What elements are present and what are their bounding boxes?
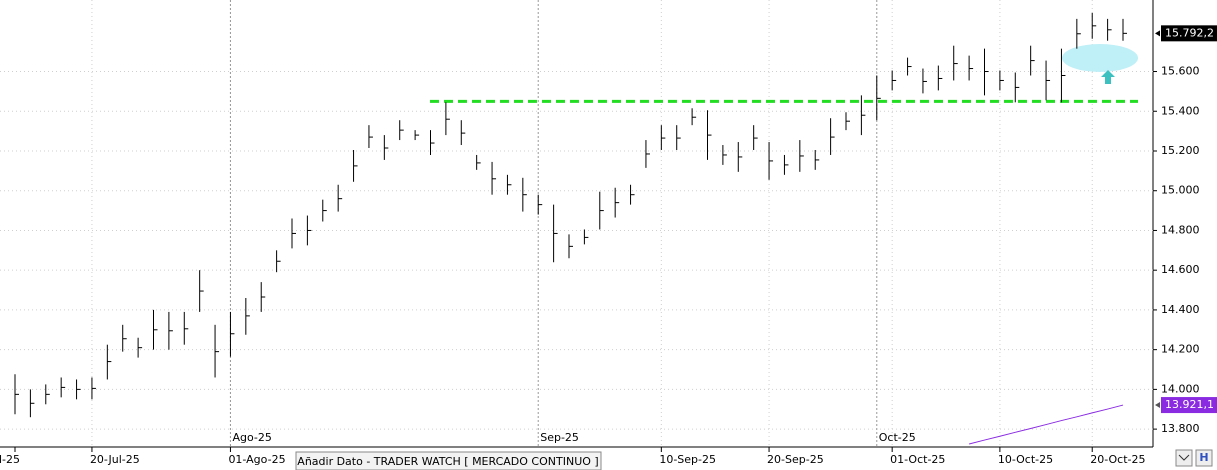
y-tick-label: 14.400 — [1161, 303, 1200, 316]
x-tick-label: 20-Oct-25 — [1090, 453, 1145, 466]
status-text: Añadir Dato - TRADER WATCH [ MERCADO CON… — [297, 455, 598, 468]
y-tick-label: 15.600 — [1161, 65, 1200, 78]
y-tick-label: 15.200 — [1161, 144, 1200, 157]
x-tick-label: 10-Oct-25 — [998, 453, 1053, 466]
x-tick-label: 01-Oct-25 — [890, 453, 945, 466]
x-tick-label: 10-Sep-25 — [659, 453, 716, 466]
month-label: Ago-25 — [232, 431, 271, 444]
y-tick-label: 14.000 — [1161, 382, 1200, 395]
last-price-box — [1161, 25, 1217, 42]
y-tick-label: 14.200 — [1161, 343, 1200, 356]
icon-glyph: H — [1199, 451, 1208, 464]
indicator-last-label: 13.921,1 — [1165, 398, 1214, 411]
y-tick-label: 14.800 — [1161, 223, 1200, 236]
y-tick-label: 15.400 — [1161, 104, 1200, 117]
y-tick-label: 14.600 — [1161, 263, 1200, 276]
indicator-line — [968, 404, 1124, 445]
highlight-ellipse — [1062, 44, 1138, 72]
x-tick-label: 20-Sep-25 — [767, 453, 824, 466]
y-tick-label: 13.800 — [1161, 422, 1200, 435]
month-label: Sep-25 — [540, 431, 579, 444]
last-price-label: 15.792,2 — [1165, 26, 1214, 39]
last-price-pointer — [1155, 30, 1160, 37]
x-tick-label: 01-Ago-25 — [228, 453, 285, 466]
arrow-icon — [1101, 70, 1115, 84]
x-tick-label: 20-Jul-25 — [90, 453, 140, 466]
month-label: Oct-25 — [879, 431, 916, 444]
indicator-last-box — [1161, 397, 1217, 414]
x-tick-label: l-25 — [0, 453, 20, 466]
icon-button[interactable] — [1195, 449, 1213, 467]
icon-button[interactable] — [1175, 449, 1193, 467]
y-tick-label: 15.000 — [1161, 184, 1200, 197]
indicator-pointer — [1155, 402, 1160, 409]
icon-glyph — [1178, 454, 1190, 461]
status-box — [295, 451, 602, 470]
